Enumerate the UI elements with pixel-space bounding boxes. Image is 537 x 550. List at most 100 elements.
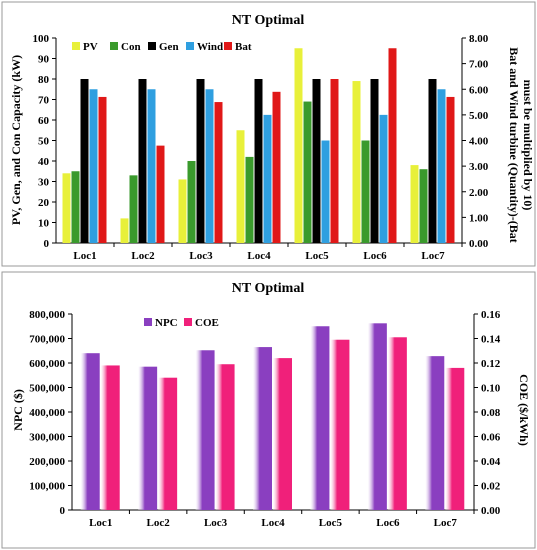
bar-coe (215, 364, 235, 510)
y-tick-label: 20 (38, 197, 50, 209)
y-tick-label: 30 (38, 177, 50, 189)
y-tick-label: 10 (38, 218, 50, 230)
bar-wind (321, 140, 330, 243)
x-tick-label: Loc4 (247, 250, 271, 262)
bar-wind (379, 114, 388, 243)
bar-npc (425, 356, 445, 510)
chart-title: NT Optimal (232, 13, 305, 28)
bar-coe (330, 339, 350, 510)
bar-bat (214, 102, 223, 243)
bar-bat (98, 96, 107, 243)
bar-con (419, 169, 428, 243)
bar-bat (446, 96, 455, 243)
legend-swatch-pv (72, 42, 80, 50)
x-tick-label: Loc2 (131, 250, 155, 262)
bar-con (129, 175, 138, 243)
bar-bat (272, 91, 281, 243)
x-tick-label: Loc5 (305, 250, 329, 262)
y2-axis-label-line2: must be multiplied by 10) (521, 80, 535, 211)
y-tick-label: 80 (38, 74, 50, 86)
y2-tick-label: 0.12 (481, 358, 501, 370)
bar-pv (236, 130, 245, 243)
legend-label-pv: PV (83, 41, 98, 53)
bar-gen (254, 79, 263, 243)
bar-wind (263, 114, 272, 243)
bar-coe (100, 365, 120, 510)
y-tick-label: 400,000 (29, 407, 65, 419)
x-tick-label: Loc6 (376, 517, 400, 529)
x-tick-label: Loc7 (434, 517, 458, 529)
bar-con (361, 140, 370, 243)
bar-con (245, 156, 254, 243)
x-tick-label: Loc2 (147, 517, 171, 529)
y-tick-label: 600,000 (29, 358, 65, 370)
legend-label-npc: NPC (155, 317, 178, 329)
bar-bat (388, 48, 397, 243)
bar-coe (445, 367, 465, 510)
y-tick-label: 300,000 (29, 432, 65, 444)
y2-tick-label: 0.00 (469, 238, 489, 250)
bar-bat (330, 79, 339, 243)
legend-swatch-con (110, 42, 118, 50)
y-tick-label: 40 (38, 156, 50, 168)
bar-gen (428, 79, 437, 243)
bar-npc (138, 366, 158, 510)
cost-chart: NT Optimal NPC ($) COE ($/kWh) 0 100,000 2… (1, 271, 536, 549)
y-tick-label: 100 (33, 33, 50, 45)
legend-label-coe: COE (195, 317, 219, 329)
bar-pv (178, 179, 187, 243)
legend-swatch-gen (148, 42, 156, 50)
y2-tick-label: 0.14 (481, 334, 501, 346)
y-tick-label: 700,000 (29, 334, 65, 346)
bar-con (303, 101, 312, 243)
y2-tick-label: 0.02 (481, 481, 501, 493)
bar-pv (120, 218, 129, 243)
bar-pv (410, 165, 419, 243)
y2-axis-label-line1: Bat and Wind turbine (Quantity)-(Bat (507, 47, 521, 243)
legend-label-bat: Bat (235, 41, 252, 53)
bar-npc (80, 353, 100, 510)
legend-label-gen: Gen (159, 41, 179, 53)
y-tick-label: 800,000 (29, 309, 65, 321)
x-tick-label: Loc3 (204, 517, 228, 529)
y2-tick-label: 0.06 (481, 432, 501, 444)
y-tick-label: 0 (44, 238, 50, 250)
x-tick-label: Loc1 (89, 517, 112, 529)
bar-gen (80, 79, 89, 243)
y2-tick-label: 0.00 (481, 505, 501, 517)
y2-tick-label: 7.00 (469, 59, 489, 71)
bar-wind (147, 89, 156, 243)
legend-swatch-coe (184, 318, 192, 326)
y2-tick-label: 0.04 (481, 456, 501, 468)
bar-gen (138, 79, 147, 243)
y2-tick-label: 0.10 (481, 383, 501, 395)
capacity-chart: NT Optimal PV, Gen, and Con Capacity (kW… (1, 1, 536, 267)
bar-bat (156, 145, 165, 243)
x-tick-label: Loc5 (319, 517, 343, 529)
y2-tick-label: 1.00 (469, 212, 489, 224)
legend-swatch-npc (144, 318, 152, 326)
bar-npc (253, 347, 272, 510)
bar-pv (294, 48, 303, 243)
legend-swatch-bat (224, 42, 232, 50)
bar-npc (310, 326, 330, 510)
legend-label-con: Con (121, 41, 141, 53)
bar-coe (387, 337, 407, 510)
bar-wind (205, 89, 214, 243)
bar-con (71, 171, 80, 243)
bar-npc (195, 350, 215, 510)
bar-gen (370, 79, 379, 243)
x-tick-label: Loc4 (261, 517, 285, 529)
y2-tick-label: 3.00 (469, 161, 489, 173)
bar-con (187, 161, 196, 243)
y-tick-label: 500,000 (29, 383, 65, 395)
legend-label-wind: Wind (197, 41, 223, 53)
y-tick-label: 100,000 (29, 481, 65, 493)
bar-pv (62, 173, 71, 243)
chart-title: NT Optimal (232, 281, 305, 296)
bar-coe (158, 377, 178, 510)
y-axis-label: PV, Gen, and Con Capacity (kW) (9, 55, 23, 225)
bar-npc (367, 323, 387, 510)
y2-tick-label: 2.00 (469, 187, 489, 199)
